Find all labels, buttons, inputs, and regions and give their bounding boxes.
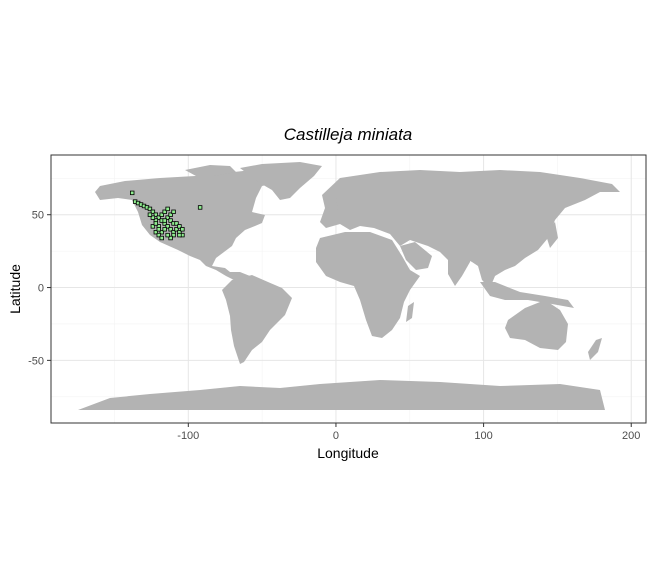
plot-title: Castilleja miniata xyxy=(284,125,413,144)
occurrence-point xyxy=(150,215,156,220)
occurrence-point xyxy=(162,209,167,215)
occurrence-point xyxy=(171,209,176,215)
occurrence-point xyxy=(156,227,161,232)
x-axis-title: Longitude xyxy=(317,445,379,461)
eurasia-landmass xyxy=(320,170,620,288)
antarctica-landmass xyxy=(78,380,605,410)
occurrence-point xyxy=(159,212,164,217)
british-isles-landmass xyxy=(328,198,338,214)
occurrence-point xyxy=(168,212,173,217)
occurrence-point xyxy=(156,232,161,238)
occurrence-point xyxy=(174,221,179,226)
occurrence-point xyxy=(159,229,164,235)
x-axis-ticks: -100 0 100 200 xyxy=(177,423,640,442)
occurrence-point xyxy=(174,227,179,232)
y-tick-label: -50 xyxy=(28,355,44,367)
india-landmass xyxy=(448,250,470,286)
new-zealand-landmass xyxy=(588,338,602,360)
x-tick-label: 200 xyxy=(622,430,640,442)
occurrence-point xyxy=(162,218,167,223)
occurrence-point xyxy=(159,235,164,241)
panel-border xyxy=(50,154,647,424)
occurrence-point xyxy=(171,232,176,238)
occurrence-point xyxy=(147,206,153,212)
occurrence-point xyxy=(168,227,173,232)
y-tick-label: 0 xyxy=(38,283,44,295)
greenland-landmass xyxy=(240,162,322,200)
occurrence-point xyxy=(165,224,170,229)
australia-landmass xyxy=(505,300,568,350)
japan-landmass xyxy=(545,222,558,248)
southeast-asia-islands xyxy=(480,282,574,308)
occurrence-point xyxy=(150,224,156,229)
occurrence-point xyxy=(168,218,173,223)
arabian-peninsula-landmass xyxy=(400,242,432,270)
x-tick-label: -100 xyxy=(177,430,199,442)
x-tick-label: 100 xyxy=(474,430,492,442)
occurrence-point xyxy=(180,227,185,232)
occurrence-point xyxy=(165,232,170,238)
occurrence-point xyxy=(153,229,159,235)
occurrence-point xyxy=(130,190,135,196)
occurrence-point xyxy=(168,235,173,241)
madagascar-landmass xyxy=(406,302,414,322)
y-axis-ticks: -50 0 50 xyxy=(28,210,51,367)
occurrence-point xyxy=(165,215,170,220)
y-axis-title: Latitude xyxy=(7,264,23,314)
arctic-islands-landmass xyxy=(185,165,236,176)
occurrence-point xyxy=(197,205,203,210)
occurrence-point xyxy=(177,232,182,238)
occurrence-point xyxy=(156,215,161,220)
africa-landmass xyxy=(316,232,420,338)
occurrence-point xyxy=(165,206,170,212)
occurrence-point xyxy=(150,209,156,215)
occurrence-point xyxy=(153,212,159,217)
world-land-layer xyxy=(78,162,620,410)
occurrence-points xyxy=(130,190,203,241)
x-tick-label: 0 xyxy=(333,430,339,442)
y-tick-label: 50 xyxy=(32,210,44,222)
occurrence-point xyxy=(147,212,153,217)
south-america-landmass xyxy=(222,275,292,364)
occurrence-point xyxy=(177,224,182,229)
occurrence-point xyxy=(162,227,167,232)
north-america-landmass xyxy=(95,168,300,283)
occurrence-point xyxy=(153,221,159,226)
